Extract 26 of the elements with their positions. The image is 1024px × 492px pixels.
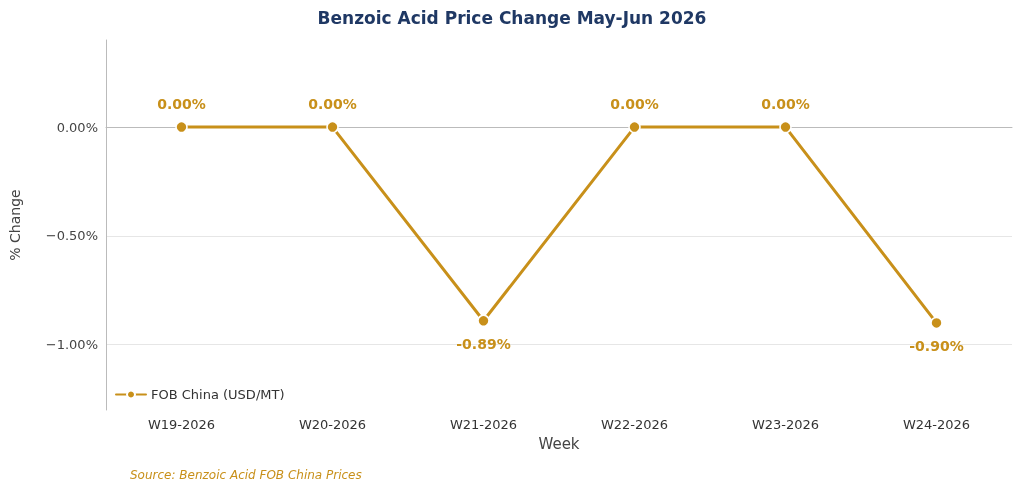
- x-tick-label: W19-2026: [147, 417, 216, 432]
- point: [175, 120, 188, 134]
- point: [477, 314, 490, 328]
- x-tick-label: W22-2026: [600, 417, 669, 432]
- y-tick-label: −0.50%: [45, 228, 98, 244]
- x-tick-label: W21-2026: [449, 417, 518, 432]
- y-axis-title: % Change: [7, 189, 23, 261]
- y-tick-label: 0.00%: [56, 119, 98, 135]
- legend-label: FOB China (USD/MT): [151, 387, 285, 402]
- data-label: -0.90%: [909, 338, 964, 355]
- chart-title: Benzoic Acid Price Change May-Jun 2026: [317, 7, 707, 28]
- x-axis-title: Week: [538, 434, 580, 453]
- point: [930, 316, 943, 330]
- x-tick-label: W24-2026: [902, 417, 971, 432]
- x-tick-label: W20-2026: [298, 417, 367, 432]
- point: [326, 120, 339, 134]
- x-tick-label: W23-2026: [751, 417, 820, 432]
- data-label: 0.00%: [761, 95, 810, 112]
- data-label: 0.00%: [610, 95, 659, 112]
- data-label: 0.00%: [157, 95, 206, 112]
- data-label: -0.89%: [456, 336, 511, 353]
- source-note: Source: Benzoic Acid FOB China Prices: [130, 468, 362, 482]
- data-label: 0.00%: [308, 95, 357, 112]
- point: [779, 120, 792, 134]
- y-tick-label: −1.00%: [45, 337, 98, 353]
- point: [628, 120, 641, 134]
